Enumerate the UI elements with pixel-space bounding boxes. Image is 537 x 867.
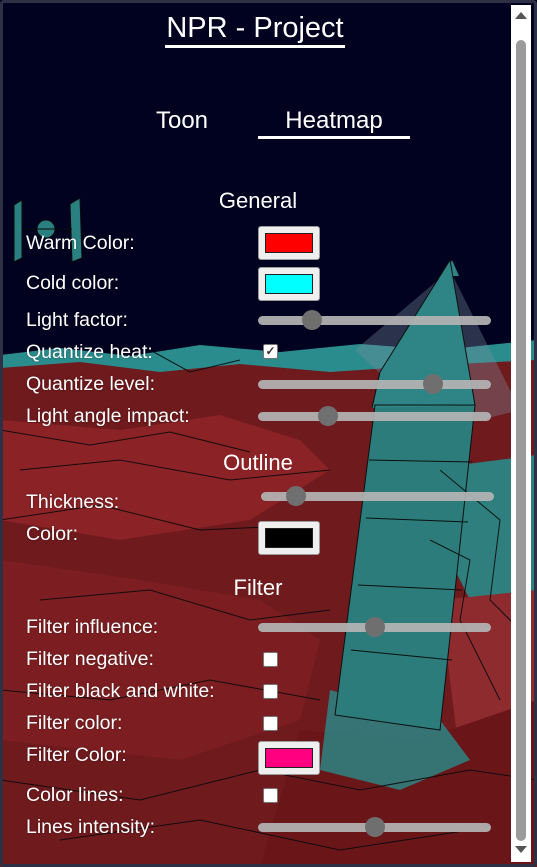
cold-color-picker[interactable] [258, 267, 320, 301]
page-title: NPR - Project [0, 10, 510, 48]
quantize-level-slider[interactable] [258, 374, 491, 394]
filter-color-picker[interactable] [258, 741, 320, 775]
scrollbar-thumb[interactable] [516, 40, 526, 841]
outline-color-label: Color: [26, 523, 79, 545]
quantize-level-label: Quantize level: [26, 373, 155, 395]
filter-influence-slider[interactable] [258, 617, 491, 637]
warm-color-picker[interactable] [258, 226, 320, 260]
light-angle-impact-label: Light angle impact: [26, 405, 190, 427]
filter-color-label: Filter Color: [26, 744, 127, 766]
cold-color-label: Cold color: [26, 272, 120, 294]
tab-toon[interactable]: Toon [155, 107, 209, 134]
lines-intensity-slider[interactable] [258, 817, 491, 837]
tab-heatmap[interactable]: Heatmap [258, 106, 410, 139]
thickness-label: Thickness: [26, 491, 120, 513]
filter-color-toggle-label: Filter color: [26, 712, 123, 734]
filter-influence-label: Filter influence: [26, 616, 159, 638]
section-general-heading: General [218, 188, 298, 213]
filter-negative-checkbox[interactable] [263, 652, 278, 667]
warm-color-label: Warm Color: [26, 232, 135, 254]
color-lines-label: Color lines: [26, 784, 124, 806]
scroll-up-arrow-icon[interactable] [515, 12, 527, 19]
light-factor-label: Light factor: [26, 309, 128, 331]
quantize-heat-label: Quantize heat: [26, 341, 153, 363]
light-factor-slider[interactable] [258, 310, 491, 330]
filter-color-checkbox[interactable] [263, 716, 278, 731]
outline-color-picker[interactable] [258, 521, 320, 555]
section-outline-heading: Outline [223, 450, 293, 475]
quantize-heat-checkbox[interactable]: ✓ [263, 344, 278, 359]
lines-intensity-label: Lines intensity: [26, 816, 155, 838]
filter-black-white-checkbox[interactable] [263, 684, 278, 699]
thickness-slider[interactable] [261, 486, 494, 506]
controls-panel: NPR - Project Toon Heatmap General Warm … [0, 10, 510, 838]
filter-negative-label: Filter negative: [26, 648, 154, 670]
filter-black-white-label: Filter black and white: [26, 680, 215, 702]
color-lines-checkbox[interactable] [263, 788, 278, 803]
section-filter-heading: Filter [233, 575, 283, 600]
light-angle-impact-slider[interactable] [258, 406, 491, 426]
scroll-down-arrow-icon[interactable] [515, 846, 527, 853]
